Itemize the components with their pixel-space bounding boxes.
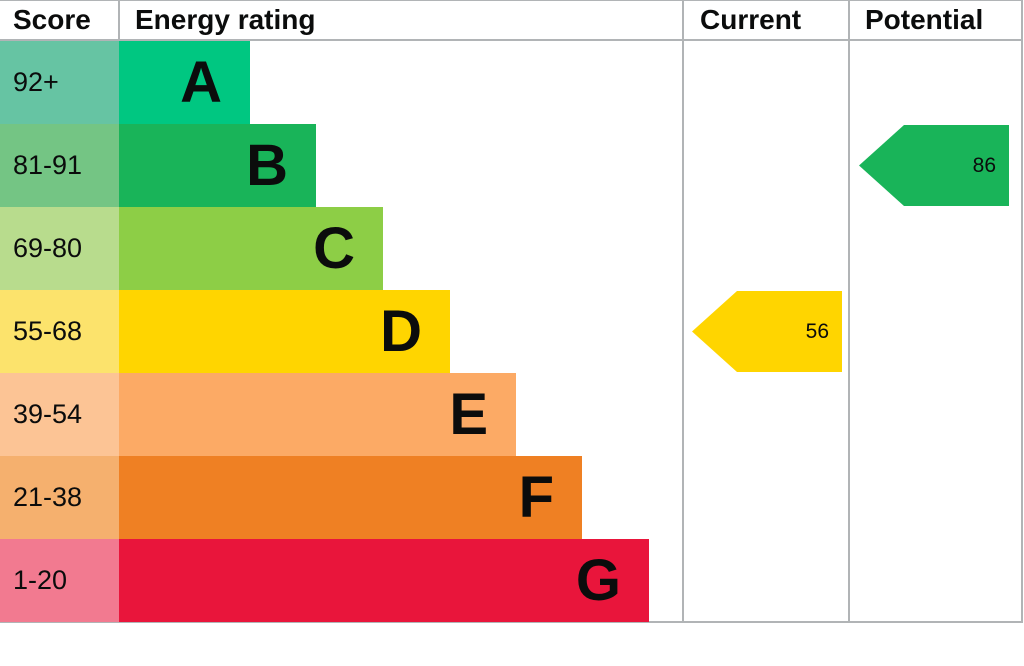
current-column-divider — [682, 0, 684, 623]
band-letter: C — [313, 215, 355, 281]
table-bottom-border — [0, 621, 1023, 623]
band-score-range: 69-80 — [0, 207, 119, 290]
table-right-border — [1021, 0, 1023, 623]
band-score-range: 81-91 — [0, 124, 119, 207]
band-score-range: 1-20 — [0, 539, 119, 622]
band-bar-a: A — [119, 41, 250, 124]
band-row-a: 92+ A — [0, 41, 1024, 124]
band-score-range: 55-68 — [0, 290, 119, 373]
potential-value: 86 — [972, 153, 996, 177]
band-letter: D — [380, 298, 422, 364]
band-bar-d: D — [119, 290, 450, 373]
band-bar-f: F — [119, 456, 582, 539]
band-row-g: 1-20 G — [0, 539, 1024, 622]
band-bar-c: C — [119, 207, 383, 290]
header-bottom-border — [0, 39, 1023, 41]
band-row-d: 55-68 D — [0, 290, 1024, 373]
current-value: 56 — [805, 319, 829, 343]
band-bar-b: B — [119, 124, 316, 207]
band-score-range: 39-54 — [0, 373, 119, 456]
band-bar-e: E — [119, 373, 516, 456]
current-header: Current — [700, 4, 802, 35]
table-top-border — [0, 0, 1023, 1]
band-row-b: 81-91 B — [0, 124, 1024, 207]
band-score-range: 92+ — [0, 41, 119, 124]
band-letter: G — [575, 547, 621, 613]
band-letter: E — [449, 381, 488, 447]
band-row-e: 39-54 E — [0, 373, 1024, 456]
band-letter: B — [246, 132, 288, 198]
band-row-f: 21-38 F — [0, 456, 1024, 539]
band-score-range: 21-38 — [0, 456, 119, 539]
score-column-divider — [118, 0, 120, 41]
energy-rating-header: Energy rating — [135, 4, 316, 35]
score-header: Score — [13, 4, 91, 35]
band-bar-g: G — [119, 539, 649, 622]
potential-header: Potential — [865, 4, 984, 35]
band-letter: A — [180, 49, 222, 115]
band-letter: F — [518, 464, 554, 530]
band-row-c: 69-80 C — [0, 207, 1024, 290]
potential-column-divider — [848, 0, 850, 623]
